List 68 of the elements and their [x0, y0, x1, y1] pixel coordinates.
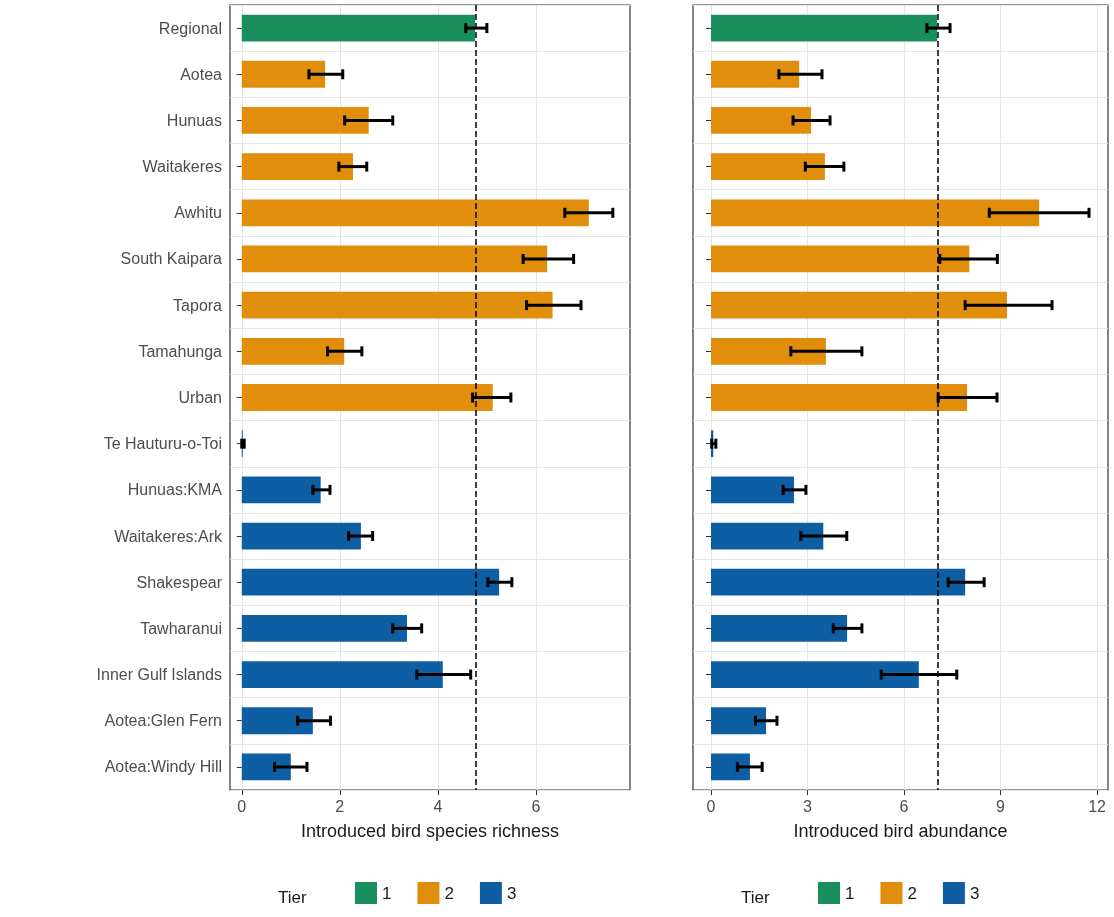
bar — [241, 199, 589, 227]
legend-title: Tier — [741, 888, 770, 907]
bar — [711, 14, 938, 42]
bar — [711, 753, 750, 781]
bar — [711, 153, 825, 181]
y-tick-label: Aotea — [180, 65, 223, 83]
x-tick-label: 6 — [531, 797, 541, 815]
bar — [241, 614, 407, 642]
x-axis-title: Introduced bird abundance — [793, 821, 1008, 841]
bar — [241, 661, 443, 688]
bar — [711, 568, 966, 596]
y-tick-label: Inner Gulf Islands — [96, 666, 222, 684]
x-tick-label: 12 — [1088, 797, 1107, 815]
bar — [241, 60, 326, 88]
x-tick-label: 0 — [706, 797, 716, 815]
bar — [241, 476, 321, 504]
bar — [241, 568, 500, 596]
x-axis-title: Introduced bird species richness — [300, 821, 560, 841]
x-tick-label: 6 — [899, 797, 909, 815]
bar — [711, 291, 1007, 319]
y-tick-label: Awhitu — [174, 204, 222, 222]
bar — [711, 337, 826, 365]
x-tick-label: 9 — [996, 797, 1006, 815]
bar — [241, 384, 493, 411]
y-tick-label: Aotea:Windy Hill — [104, 758, 222, 776]
bar — [711, 661, 919, 688]
x-tick-label: 2 — [335, 797, 345, 815]
y-tick-label: Tamahunga — [138, 342, 223, 360]
y-tick-label: Hunuas — [166, 111, 222, 129]
bar — [241, 707, 313, 735]
bar — [241, 522, 361, 550]
y-tick-label: Hunuas:KMA — [127, 481, 223, 499]
legend-title: Tier — [278, 888, 307, 907]
bar — [241, 107, 369, 134]
bar — [711, 476, 795, 504]
bar — [241, 14, 476, 42]
y-tick-label: Urban — [178, 389, 222, 406]
legend-label: 1 — [382, 883, 392, 903]
legend-label: 1 — [845, 883, 855, 903]
bar — [711, 707, 767, 735]
y-tick-label: Te Hauturu-o-Toi — [103, 435, 222, 453]
y-tick-label: Waitakeres — [142, 158, 222, 176]
bar — [241, 153, 354, 181]
bar — [711, 107, 812, 134]
bar — [241, 753, 291, 781]
bar — [711, 60, 800, 88]
x-tick-label: 3 — [803, 797, 813, 815]
bar — [711, 384, 968, 411]
y-tick-label: Waitakeres:Ark — [114, 527, 223, 545]
bar — [241, 245, 548, 273]
y-tick-label: Aotea:Glen Fern — [104, 712, 222, 730]
x-tick-label: 4 — [433, 797, 443, 815]
legend-label: 3 — [506, 883, 517, 903]
bar — [241, 291, 553, 319]
legend-label: 2 — [907, 883, 917, 903]
y-tick-label: Tapora — [173, 296, 223, 314]
legend-label: 2 — [444, 883, 454, 903]
y-tick-label: Regional — [158, 19, 222, 37]
bar — [711, 199, 1040, 227]
legend-label: 3 — [969, 883, 980, 903]
y-tick-label: Tawharanui — [140, 619, 222, 637]
y-tick-label: South Kaipara — [120, 250, 223, 268]
bar — [711, 614, 848, 642]
bar — [711, 522, 824, 550]
x-tick-label: 0 — [237, 797, 247, 815]
y-tick-label: Shakespear — [136, 573, 223, 591]
bar — [241, 337, 345, 365]
bar — [711, 245, 970, 273]
